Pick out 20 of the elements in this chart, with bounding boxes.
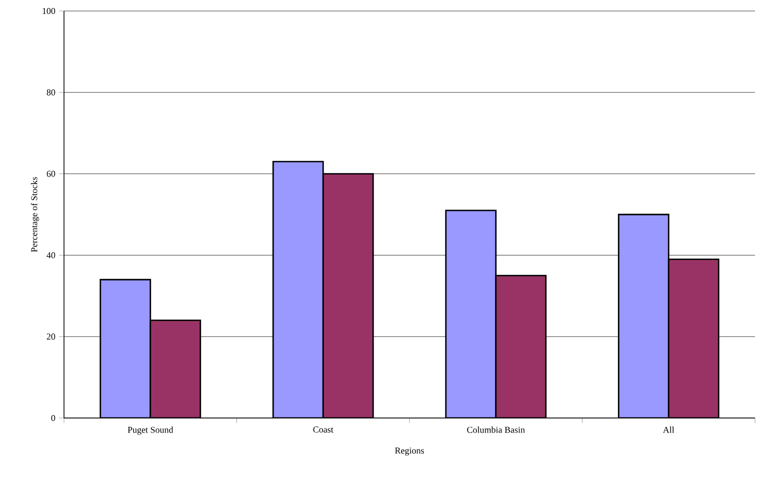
x-tick-label: Puget Sound — [128, 426, 174, 435]
y-tick-label: 100 — [42, 8, 56, 14]
bar — [322, 173, 374, 418]
x-tick-label: Columbia Basin — [467, 426, 525, 433]
bar — [445, 210, 497, 418]
y-tick-label: 0 — [51, 414, 56, 422]
x-tick-label: All — [662, 426, 674, 433]
y-axis-title: Percentage of Stocks — [30, 177, 40, 252]
bar — [495, 274, 547, 418]
bar — [150, 320, 202, 418]
y-tick-label: 80 — [46, 89, 56, 96]
bar — [100, 278, 152, 418]
y-tick-label: 20 — [46, 334, 56, 340]
bar — [668, 258, 720, 418]
x-tick-label: Coast — [313, 426, 334, 433]
y-tick-label: 60 — [46, 170, 56, 177]
bar — [272, 160, 324, 418]
y-tick-label: 40 — [46, 252, 56, 258]
x-axis-title: Regions — [395, 448, 424, 456]
bar — [618, 214, 670, 418]
